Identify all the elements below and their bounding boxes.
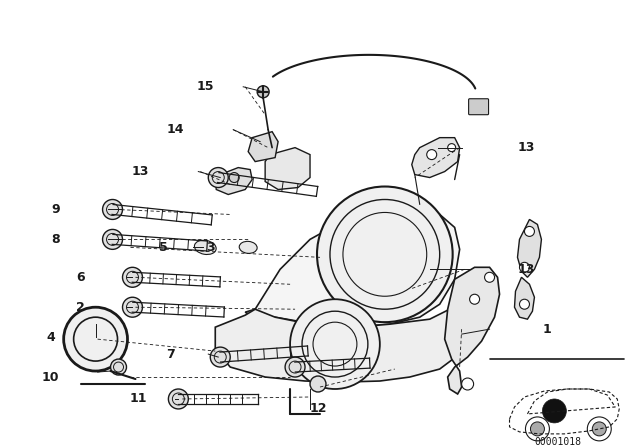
Circle shape <box>317 186 452 322</box>
Circle shape <box>122 267 143 287</box>
Text: 14: 14 <box>166 123 184 136</box>
Circle shape <box>290 299 380 389</box>
Ellipse shape <box>195 240 216 254</box>
Circle shape <box>285 357 305 377</box>
Polygon shape <box>248 132 278 162</box>
Polygon shape <box>215 168 252 194</box>
Circle shape <box>592 422 606 436</box>
Circle shape <box>102 199 122 220</box>
Text: 3: 3 <box>206 241 214 254</box>
Circle shape <box>310 376 326 392</box>
Text: 1: 1 <box>543 323 552 336</box>
Circle shape <box>461 378 474 390</box>
Text: 15: 15 <box>196 80 214 93</box>
Polygon shape <box>515 277 534 319</box>
Text: 12: 12 <box>309 402 327 415</box>
Circle shape <box>520 263 529 272</box>
Circle shape <box>168 389 188 409</box>
Circle shape <box>524 226 534 237</box>
Text: 2: 2 <box>76 301 85 314</box>
Polygon shape <box>215 304 465 382</box>
FancyBboxPatch shape <box>468 99 488 115</box>
Circle shape <box>588 417 611 441</box>
Circle shape <box>427 150 436 159</box>
Text: 9: 9 <box>51 203 60 216</box>
Circle shape <box>470 294 479 304</box>
Text: 5: 5 <box>159 241 168 254</box>
Text: 00001018: 00001018 <box>534 437 581 447</box>
Text: 13: 13 <box>518 141 535 154</box>
Circle shape <box>520 299 529 309</box>
Polygon shape <box>265 148 310 190</box>
Text: 13: 13 <box>132 165 149 178</box>
Circle shape <box>122 297 143 317</box>
Circle shape <box>63 307 127 371</box>
Circle shape <box>447 144 456 151</box>
Circle shape <box>102 229 122 250</box>
Circle shape <box>484 272 495 282</box>
Text: 6: 6 <box>76 271 85 284</box>
Text: 8: 8 <box>51 233 60 246</box>
Text: 10: 10 <box>42 370 60 383</box>
Text: 13: 13 <box>518 263 535 276</box>
Circle shape <box>543 399 566 423</box>
Circle shape <box>257 86 269 98</box>
Circle shape <box>531 422 545 436</box>
Polygon shape <box>412 138 460 177</box>
Circle shape <box>211 347 230 367</box>
Text: 11: 11 <box>130 392 147 405</box>
Circle shape <box>208 168 228 188</box>
Polygon shape <box>245 204 460 327</box>
Circle shape <box>229 172 239 182</box>
Polygon shape <box>518 220 541 277</box>
Polygon shape <box>445 267 500 394</box>
Circle shape <box>525 417 549 441</box>
Circle shape <box>111 359 127 375</box>
Text: 7: 7 <box>166 348 175 361</box>
Ellipse shape <box>239 241 257 254</box>
Text: 4: 4 <box>46 331 55 344</box>
